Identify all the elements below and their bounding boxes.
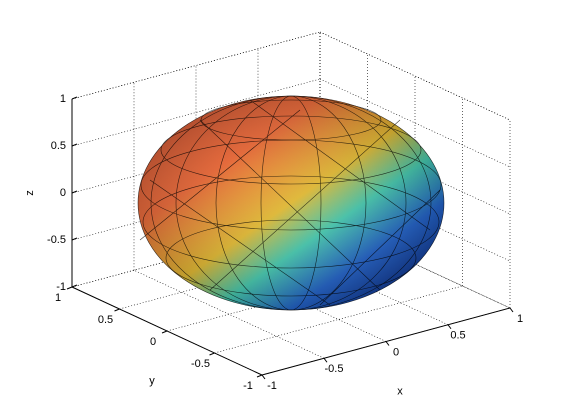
y-tick-label: 0 xyxy=(150,336,156,348)
x-tick-label: -1 xyxy=(267,380,277,392)
x-tick-label: 0.5 xyxy=(450,330,465,342)
grid-line xyxy=(166,263,416,332)
x-tick-label: 1 xyxy=(517,313,523,325)
grid-line xyxy=(71,31,321,100)
sphere-shade xyxy=(138,96,444,310)
z-tick-label: -1 xyxy=(56,281,66,293)
grid-line xyxy=(319,219,511,309)
y-tick xyxy=(114,308,120,312)
y-tick-label: 1 xyxy=(55,292,61,304)
grid-line xyxy=(71,125,321,194)
z-tick-label: 1 xyxy=(60,93,66,105)
z-tick xyxy=(71,284,78,288)
grid-line xyxy=(214,285,463,354)
x-tick xyxy=(509,307,514,313)
z-tick-label: 0 xyxy=(60,187,66,199)
x-tick xyxy=(447,324,452,330)
grid-line xyxy=(319,31,511,121)
x-tick-label: -0.5 xyxy=(325,363,344,375)
grid-line xyxy=(319,78,511,168)
grid-line xyxy=(319,172,511,262)
z-tick xyxy=(71,237,78,241)
y-tick xyxy=(66,286,73,290)
x-tick-label: 0 xyxy=(393,346,399,358)
grid-line xyxy=(71,78,321,147)
grid-line xyxy=(133,269,325,359)
y-axis-label: y xyxy=(149,375,155,387)
y-tick-label: -1 xyxy=(243,380,253,392)
x-axis-label: x xyxy=(397,385,403,397)
x-tick xyxy=(385,341,390,346)
grid-line xyxy=(119,241,368,310)
y-tick xyxy=(209,352,215,356)
z-tick xyxy=(71,190,78,194)
z-axis-label: z xyxy=(24,190,36,196)
z-tick-label: -0.5 xyxy=(47,234,66,246)
grid-line xyxy=(319,125,511,215)
z-tick-label: 0.5 xyxy=(51,140,66,152)
z-tick xyxy=(71,143,78,147)
grid-line xyxy=(71,172,321,241)
grid-line xyxy=(71,219,321,288)
y-tick-label: -0.5 xyxy=(191,358,210,370)
y-tick xyxy=(161,330,168,334)
x-tick xyxy=(261,374,266,380)
x-tick xyxy=(323,357,328,363)
surface xyxy=(137,95,445,311)
y-tick xyxy=(256,374,263,378)
y-tick-label: 0.5 xyxy=(98,314,113,326)
mesh xyxy=(137,95,445,311)
z-tick xyxy=(71,96,78,100)
